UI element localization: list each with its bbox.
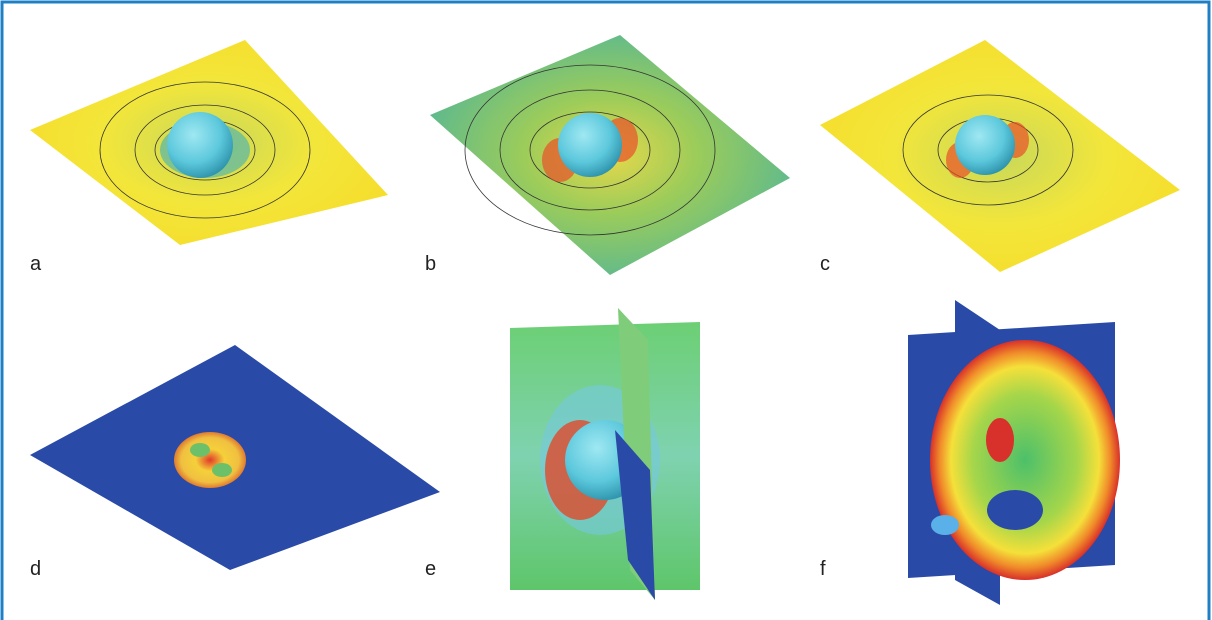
panel-label: a (30, 253, 42, 275)
panel-d (30, 345, 440, 570)
panel-c (820, 40, 1180, 272)
panel-e (510, 308, 700, 600)
panel-label: b (425, 253, 436, 275)
panel-f (908, 300, 1120, 605)
panel-label: f (820, 558, 826, 580)
panel-label: d (30, 558, 41, 580)
panel-b (430, 35, 790, 275)
panel-label: e (425, 558, 436, 580)
panel-label: c (820, 253, 830, 275)
panel-a (30, 40, 388, 245)
